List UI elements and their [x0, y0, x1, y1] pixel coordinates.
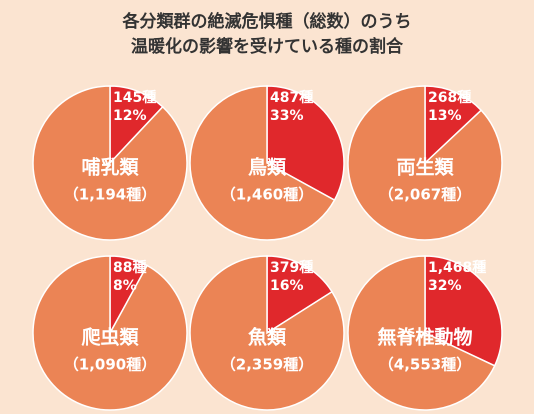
- pie-slice: [266, 85, 345, 202]
- count-label: 487種: [270, 89, 313, 106]
- pie-slice: [266, 255, 334, 335]
- value-label: 12%: [113, 108, 147, 124]
- pie-slice: [32, 85, 188, 241]
- value-label: 16%: [270, 278, 304, 294]
- group-name: 鳥類: [248, 156, 287, 179]
- group-total: （1,090種）: [64, 356, 156, 374]
- count-label: 379種: [270, 259, 313, 276]
- title-line: 温暖化の影響を受けている種の割合: [131, 36, 404, 57]
- count-label: 145種: [113, 89, 156, 106]
- group-total: （4,553種）: [379, 356, 471, 374]
- count-label: 88種: [113, 259, 146, 276]
- pie-slice: [189, 255, 345, 411]
- group-name: 哺乳類: [81, 156, 139, 179]
- count-label: 1,468種: [428, 259, 486, 276]
- group-total: （1,460種）: [221, 186, 313, 204]
- count-label: 268種: [428, 89, 471, 106]
- group-name: 無脊椎動物: [377, 326, 472, 349]
- group-name: 両生類: [396, 156, 454, 179]
- value-label: 32%: [428, 278, 462, 294]
- group-total: （2,067種）: [379, 186, 471, 204]
- value-label: 33%: [270, 108, 304, 124]
- group-total: （1,194種）: [64, 186, 156, 204]
- group-name: 魚類: [248, 326, 287, 349]
- group-total: （2,359種）: [221, 356, 313, 374]
- pie-slice: [424, 85, 483, 165]
- value-label: 8%: [113, 278, 137, 294]
- pie-slice: [347, 255, 496, 411]
- group-name: 爬虫類: [80, 326, 139, 349]
- pie-slice: [347, 85, 503, 241]
- pie-slice: [32, 255, 188, 411]
- pie-slice: [189, 85, 336, 241]
- title-line: 各分類群の絶滅危惧種（総数）のうち: [122, 11, 412, 32]
- pie-slice: [424, 255, 503, 367]
- value-label: 13%: [428, 108, 462, 124]
